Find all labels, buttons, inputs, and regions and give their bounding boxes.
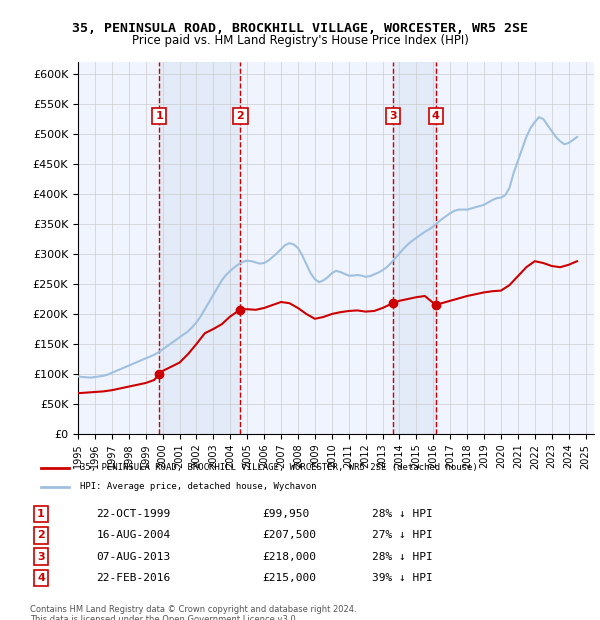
Text: 2: 2 [236, 111, 244, 121]
Text: 28% ↓ HPI: 28% ↓ HPI [372, 552, 433, 562]
Text: 22-FEB-2016: 22-FEB-2016 [96, 573, 170, 583]
Text: 07-AUG-2013: 07-AUG-2013 [96, 552, 170, 562]
Text: 35, PENINSULA ROAD, BROCKHILL VILLAGE, WORCESTER, WR5 2SE (detached house): 35, PENINSULA ROAD, BROCKHILL VILLAGE, W… [80, 463, 478, 472]
Text: 22-OCT-1999: 22-OCT-1999 [96, 509, 170, 519]
Text: 3: 3 [389, 111, 397, 121]
Text: 4: 4 [37, 573, 45, 583]
Text: 28% ↓ HPI: 28% ↓ HPI [372, 509, 433, 519]
Text: 1: 1 [37, 509, 45, 519]
Text: 1: 1 [155, 111, 163, 121]
Text: Contains HM Land Registry data © Crown copyright and database right 2024.
This d: Contains HM Land Registry data © Crown c… [30, 604, 356, 620]
Bar [392, 62, 436, 434]
Text: 2: 2 [37, 530, 45, 541]
Text: £207,500: £207,500 [262, 530, 316, 541]
Bar [159, 62, 241, 434]
Bar [392, 62, 436, 434]
Bar [159, 62, 241, 434]
Text: £215,000: £215,000 [262, 573, 316, 583]
Text: 16-AUG-2004: 16-AUG-2004 [96, 530, 170, 541]
Text: £99,950: £99,950 [262, 509, 309, 519]
Text: Price paid vs. HM Land Registry's House Price Index (HPI): Price paid vs. HM Land Registry's House … [131, 34, 469, 47]
Text: £218,000: £218,000 [262, 552, 316, 562]
Text: 4: 4 [432, 111, 440, 121]
Text: 35, PENINSULA ROAD, BROCKHILL VILLAGE, WORCESTER, WR5 2SE: 35, PENINSULA ROAD, BROCKHILL VILLAGE, W… [72, 22, 528, 35]
Text: 27% ↓ HPI: 27% ↓ HPI [372, 530, 433, 541]
Text: 3: 3 [37, 552, 45, 562]
Text: HPI: Average price, detached house, Wychavon: HPI: Average price, detached house, Wych… [80, 482, 316, 492]
Text: 39% ↓ HPI: 39% ↓ HPI [372, 573, 433, 583]
